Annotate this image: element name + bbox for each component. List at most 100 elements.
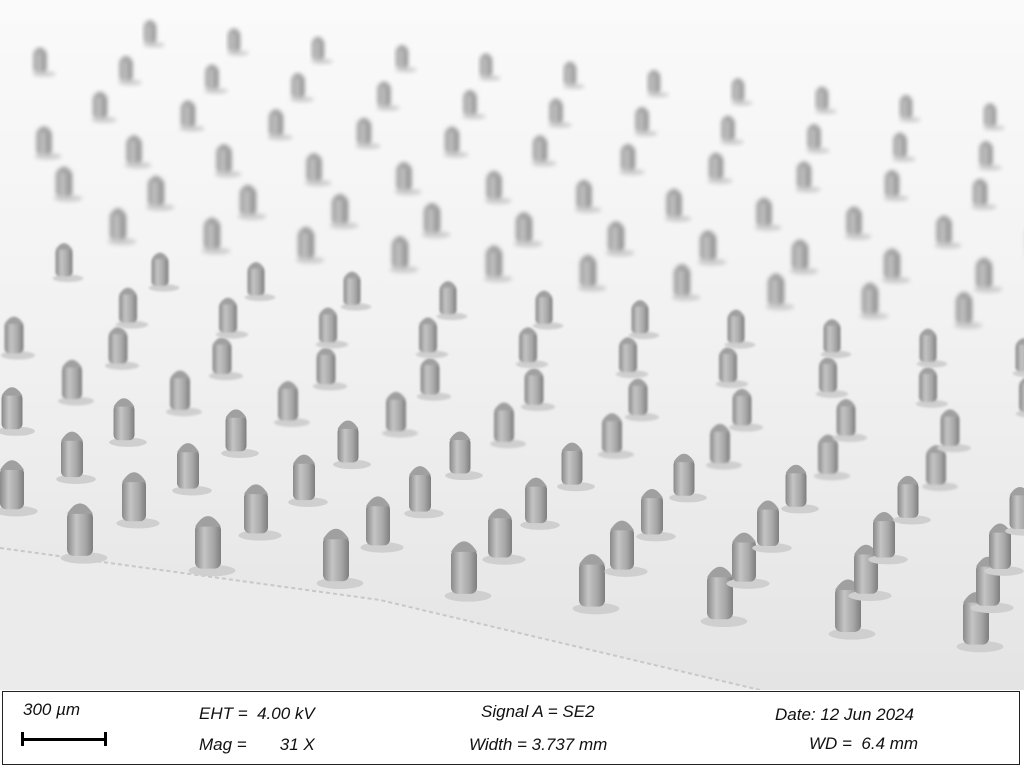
micro-pillar bbox=[267, 109, 293, 141]
eht-readout: EHT = 4.00 kV bbox=[199, 704, 315, 723]
micro-pillar bbox=[978, 141, 1002, 171]
micro-pillar bbox=[715, 347, 749, 389]
micro-pillar bbox=[971, 178, 997, 211]
working-distance-readout: WD = 6.4 mm bbox=[809, 734, 919, 753]
micro-pillar bbox=[389, 236, 419, 274]
micro-pillar bbox=[0, 460, 38, 517]
micro-pillar bbox=[221, 409, 259, 458]
micro-pillar bbox=[444, 541, 492, 602]
micro-pillar bbox=[56, 431, 96, 484]
micro-pillar bbox=[832, 399, 868, 442]
micro-pillar bbox=[0, 387, 35, 436]
micro-pillar bbox=[1012, 338, 1024, 377]
micro-pillar bbox=[916, 328, 948, 368]
micro-pillar bbox=[445, 431, 483, 481]
micro-pillar bbox=[532, 290, 564, 330]
micro-pillar bbox=[109, 398, 147, 447]
width-readout: Width = 3.737 mm bbox=[469, 735, 608, 754]
micro-pillar bbox=[376, 81, 400, 111]
micro-pillar bbox=[237, 184, 267, 221]
micro-pillar bbox=[1015, 378, 1024, 418]
micro-pillar bbox=[479, 53, 501, 81]
micro-pillar bbox=[726, 532, 770, 589]
micro-pillar bbox=[172, 443, 212, 496]
substrate-edge-line bbox=[0, 547, 761, 690]
micro-pillar bbox=[636, 489, 676, 542]
micro-pillar bbox=[720, 115, 744, 145]
micro-pillar bbox=[179, 100, 205, 132]
micro-pillar bbox=[32, 47, 56, 77]
micro-pillar bbox=[820, 319, 852, 359]
micro-pillar bbox=[557, 442, 595, 492]
micro-pillar bbox=[883, 170, 909, 202]
micro-pillar bbox=[893, 475, 931, 525]
micro-pillar bbox=[395, 45, 417, 73]
micro-pillar bbox=[316, 528, 364, 589]
micro-pillar bbox=[707, 152, 733, 184]
micro-pillar bbox=[0, 316, 36, 360]
micro-pillar bbox=[647, 69, 669, 98]
micro-pillar bbox=[615, 337, 649, 379]
micro-pillar bbox=[724, 309, 756, 349]
micro-pillar bbox=[482, 508, 526, 565]
micro-pillar bbox=[52, 243, 84, 283]
micro-pillar bbox=[394, 161, 422, 196]
micro-pillar bbox=[815, 356, 849, 398]
micro-pillar bbox=[697, 230, 727, 266]
micro-pillar bbox=[781, 464, 819, 514]
micro-pillar bbox=[936, 409, 972, 453]
micro-pillar bbox=[244, 262, 276, 302]
micro-pillar bbox=[765, 273, 795, 311]
micro-pillar bbox=[671, 264, 701, 302]
micro-pillar bbox=[624, 378, 660, 422]
date-readout: Date: 12 Jun 2024 bbox=[775, 705, 914, 724]
micro-pillar bbox=[844, 206, 872, 240]
micro-pillar bbox=[628, 300, 660, 340]
micro-pillar bbox=[148, 252, 180, 292]
micro-pillar bbox=[806, 124, 830, 154]
micro-pillar bbox=[355, 117, 381, 150]
micro-pillar bbox=[274, 381, 310, 427]
micro-pillar bbox=[706, 423, 742, 470]
mag-readout: Mag = 31 X bbox=[199, 735, 315, 754]
micro-pillar bbox=[312, 347, 348, 391]
micro-pillar bbox=[574, 179, 602, 214]
micro-pillar bbox=[789, 239, 819, 275]
micro-pillar bbox=[934, 215, 962, 249]
micro-pillar bbox=[204, 64, 228, 94]
micro-pillar bbox=[416, 357, 452, 401]
micro-pillar bbox=[227, 28, 249, 56]
micro-pillar bbox=[520, 477, 560, 530]
micro-pillar bbox=[795, 161, 821, 193]
micro-pillar bbox=[215, 297, 249, 339]
micro-pillar bbox=[188, 516, 236, 577]
micro-pillar bbox=[983, 103, 1005, 131]
micro-pillar bbox=[60, 503, 108, 564]
micro-pillar bbox=[754, 197, 782, 231]
micro-pillar bbox=[563, 61, 585, 90]
micro-pillar bbox=[577, 254, 607, 292]
micro-pillar bbox=[404, 466, 444, 519]
micro-pillar bbox=[953, 291, 983, 329]
micro-pillar bbox=[115, 287, 149, 329]
micro-pillar bbox=[815, 86, 837, 115]
micro-pillar bbox=[295, 226, 325, 264]
micro-pillar bbox=[166, 370, 202, 417]
scale-bar bbox=[21, 732, 107, 746]
micro-pillar bbox=[208, 337, 244, 381]
micro-pillar bbox=[311, 36, 333, 65]
micro-pillar bbox=[315, 307, 349, 349]
micro-pillar bbox=[421, 203, 451, 239]
micro-pillar bbox=[515, 327, 549, 369]
micro-pillar bbox=[520, 368, 556, 412]
micro-pillar bbox=[118, 55, 142, 86]
micro-pillar bbox=[752, 500, 792, 553]
micro-pillar bbox=[290, 73, 314, 103]
micro-pillar bbox=[145, 175, 175, 211]
micro-pillar bbox=[415, 317, 449, 359]
micro-pillar bbox=[548, 98, 572, 128]
micro-pillar bbox=[700, 566, 748, 628]
micro-pillar bbox=[382, 391, 418, 438]
micro-pillar bbox=[731, 78, 753, 106]
substrate-edge bbox=[0, 548, 760, 690]
